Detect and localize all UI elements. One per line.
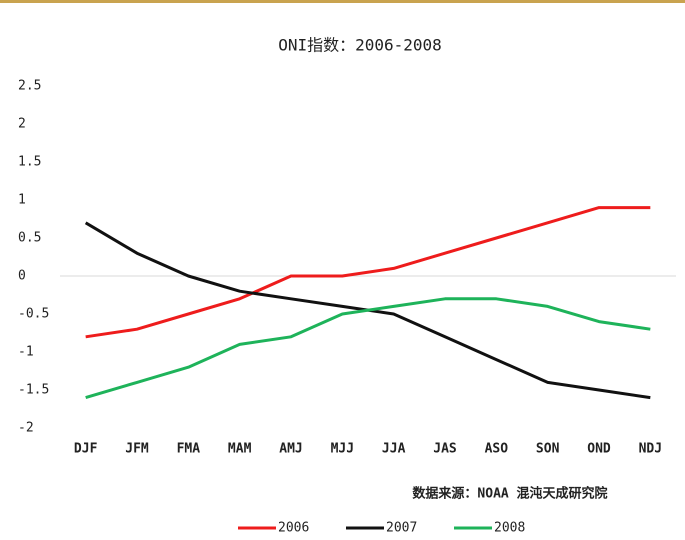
x-tick-label: ASO — [485, 442, 509, 457]
x-tick-label: NDJ — [639, 442, 662, 457]
x-tick-label: DJF — [74, 442, 98, 457]
chart-title: ONI指数：2006-2008 — [278, 36, 442, 55]
y-tick-label: 0.5 — [18, 231, 41, 246]
legend-label: 2007 — [386, 521, 417, 536]
series-line — [85, 206, 651, 339]
y-tick-label: 0 — [18, 269, 26, 284]
x-tick-label: MAM — [228, 442, 252, 457]
y-tick-label: 2.5 — [18, 79, 41, 94]
x-tick-label: JFM — [125, 442, 149, 457]
x-tick-label: MJJ — [331, 442, 354, 457]
series-line — [85, 297, 651, 400]
x-tick-label: OND — [587, 442, 611, 457]
y-tick-label: 1.5 — [18, 155, 41, 170]
y-tick-label: -2 — [18, 421, 34, 436]
x-tick-label: JJA — [382, 442, 406, 457]
legend-label: 2006 — [278, 521, 309, 536]
legend-label: 2008 — [494, 521, 525, 536]
y-tick-label: 1 — [18, 193, 26, 208]
y-tick-label: -1.5 — [18, 383, 49, 398]
x-tick-label: AMJ — [279, 442, 302, 457]
y-tick-label: -0.5 — [18, 307, 49, 322]
source-note: 数据来源：NOAA 混沌天成研究院 — [412, 486, 607, 502]
x-tick-label: SON — [536, 442, 560, 457]
x-tick-label: FMA — [177, 442, 201, 457]
top-border — [0, 0, 685, 3]
y-tick-label: -1 — [18, 345, 34, 360]
y-tick-label: 2 — [18, 117, 26, 132]
x-tick-label: JAS — [433, 442, 457, 457]
